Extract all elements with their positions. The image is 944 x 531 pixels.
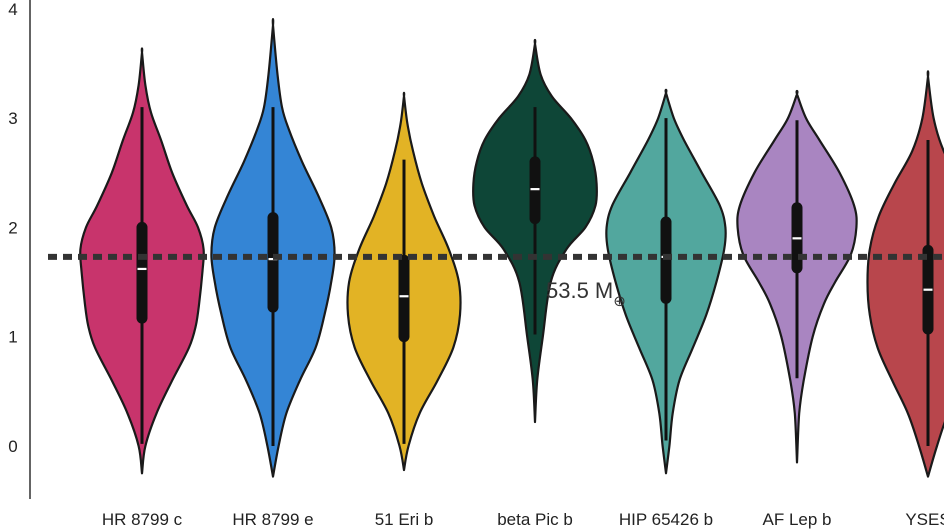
iqr-box (136, 221, 148, 324)
violin-group-hr-8799-e (210, 17, 336, 478)
y-tick-label-3: 3 (8, 109, 17, 128)
reference-line-label: 53.5 M⊕ (546, 278, 626, 310)
violin-group-51-eri-b (346, 91, 462, 472)
x-tick-label-hip-65426-b: HIP 65426 b (619, 510, 713, 529)
x-tick-label-yses: YSES (905, 510, 944, 529)
x-tick-label-hr-8799-e: HR 8799 e (232, 510, 313, 529)
x-tick-label-hr-8799-c: HR 8799 c (102, 510, 183, 529)
y-tick-label-0: 0 (8, 437, 17, 456)
axis-layer: 0 1 2 3 4 HR 8799 c HR 8799 e 51 Eri b beta Pic … (8, 0, 944, 529)
violin-group-hr-8799-c (79, 47, 205, 475)
violin-group-hip-65426-b (605, 88, 727, 475)
iqr-box (660, 216, 672, 304)
y-tick-label-4: 4 (8, 0, 17, 19)
violin-layer (79, 17, 944, 478)
x-tick-label-51-eri-b: 51 Eri b (375, 510, 434, 529)
y-tick-label-1: 1 (8, 328, 17, 347)
iqr-box (398, 254, 410, 343)
violin-group-af-lep-b (736, 89, 858, 464)
violin-group-beta-pic-b (471, 38, 599, 424)
violin-group-yses (866, 70, 944, 478)
reference-line-symbol: ⊕ (613, 293, 626, 310)
violin-body (866, 70, 944, 478)
x-tick-label-beta-pic-b: beta Pic b (497, 510, 573, 529)
y-tick-label-2: 2 (8, 218, 17, 237)
x-tick-label-af-lep-b: AF Lep b (763, 510, 832, 529)
iqr-box (267, 212, 279, 313)
